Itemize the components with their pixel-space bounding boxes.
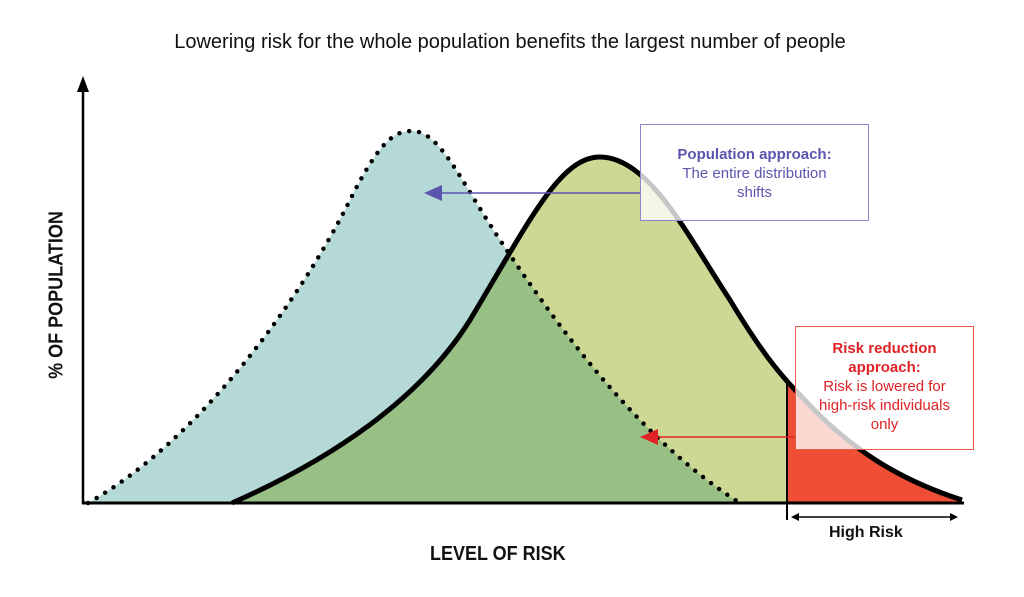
x-axis-label: LEVEL OF RISK bbox=[430, 543, 566, 565]
population-approach-heading: Population approach: bbox=[677, 146, 832, 163]
diagram-title: Lowering risk for the whole population b… bbox=[174, 31, 846, 53]
population-shift-arrow-icon bbox=[424, 185, 640, 201]
y-axis-arrow-icon bbox=[77, 76, 89, 92]
high-risk-label: High Risk bbox=[829, 524, 903, 541]
risk-reduction-heading: Risk reduction approach: bbox=[832, 340, 937, 376]
risk-reduction-body: Risk is lowered for high-risk individual… bbox=[819, 378, 950, 433]
y-axis-label: % OF POPULATION bbox=[45, 211, 68, 379]
risk-reduction-arrow-icon bbox=[640, 429, 795, 445]
population-approach-callout: Population approach: The entire distribu… bbox=[640, 124, 869, 221]
population-approach-body: The entire distribution shifts bbox=[682, 165, 827, 201]
shifted-distribution-curve bbox=[85, 128, 743, 506]
high-risk-fill bbox=[787, 381, 962, 503]
high-risk-range-arrow-icon bbox=[791, 513, 958, 521]
risk-reduction-callout: Risk reduction approach: Risk is lowered… bbox=[795, 326, 974, 450]
